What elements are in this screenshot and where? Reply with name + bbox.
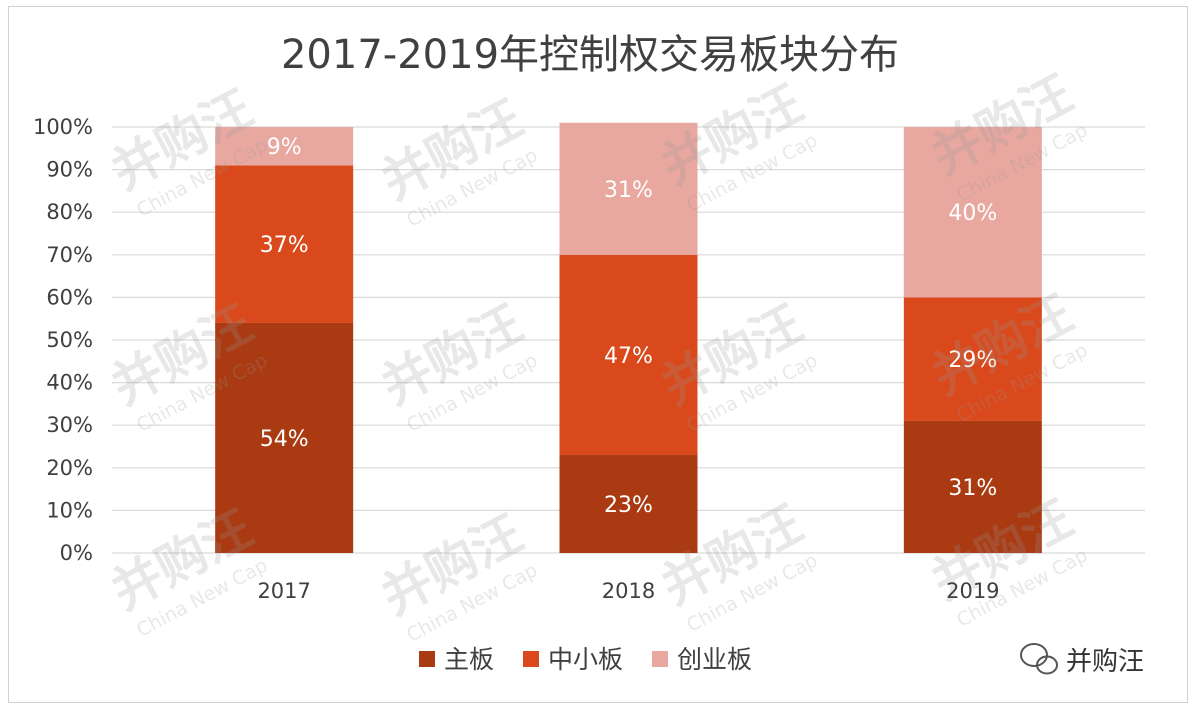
bars-layer: [215, 122, 1042, 553]
wechat-icon: [1020, 643, 1058, 675]
y-axis: 0% 10% 20% 30% 40% 50% 60% 70% 80% 90% 100%: [33, 115, 93, 565]
brand-badge: 并购汪: [1020, 643, 1144, 677]
x-axis: 2017 2018 2019: [257, 579, 999, 603]
bar-chinext-2017: [215, 127, 354, 166]
bar-main-2019: [903, 420, 1042, 553]
data-label-sme-2018: 47%: [604, 344, 653, 369]
y-tick-label: 0%: [60, 541, 93, 565]
y-tick-label: 50%: [46, 328, 93, 352]
bar-sme-2017: [215, 165, 354, 323]
legend-swatch-main: [419, 651, 435, 667]
data-label-main-2018: 23%: [604, 493, 653, 518]
y-tick-label: 30%: [46, 413, 93, 437]
legend-label-sme: 中小板: [548, 645, 623, 674]
chart-title: 2017-2019年控制权交易板块分布: [281, 32, 899, 78]
y-tick-label: 100%: [33, 115, 93, 139]
labels-layer: 54% 37% 9% 23% 47% 31% 31% 29% 40%: [260, 135, 998, 518]
data-label-sme-2019: 29%: [948, 348, 997, 373]
legend-label-chinext: 创业板: [677, 645, 752, 674]
bar-main-2017: [215, 322, 354, 553]
y-tick-label: 20%: [46, 456, 93, 480]
data-label-main-2017: 54%: [260, 427, 309, 452]
data-label-chinext-2018: 31%: [604, 178, 653, 203]
x-tick-label: 2017: [257, 579, 310, 603]
data-label-sme-2017: 37%: [260, 233, 309, 258]
y-tick-label: 80%: [46, 200, 93, 224]
bar-sme-2018: [559, 254, 698, 456]
data-label-chinext-2019: 40%: [948, 201, 997, 226]
data-label-main-2019: 31%: [948, 476, 997, 501]
data-label-chinext-2017: 9%: [267, 135, 302, 160]
y-tick-label: 70%: [46, 243, 93, 267]
y-tick-label: 60%: [46, 285, 93, 309]
legend: 主板 中小板 创业板: [419, 645, 752, 674]
legend-swatch-chinext: [652, 651, 668, 667]
x-tick-label: 2018: [602, 579, 655, 603]
bar-main-2018: [559, 455, 698, 553]
y-tick-label: 10%: [46, 498, 93, 522]
brand-name: 并购汪: [1066, 647, 1144, 677]
bar-chinext-2019: [903, 127, 1042, 298]
legend-swatch-sme: [523, 651, 539, 667]
y-tick-label: 40%: [46, 371, 93, 395]
bar-chinext-2018: [559, 122, 698, 255]
legend-label-main: 主板: [444, 645, 494, 674]
y-tick-label: 90%: [46, 158, 93, 182]
x-tick-label: 2019: [946, 579, 999, 603]
bar-sme-2019: [903, 297, 1042, 421]
